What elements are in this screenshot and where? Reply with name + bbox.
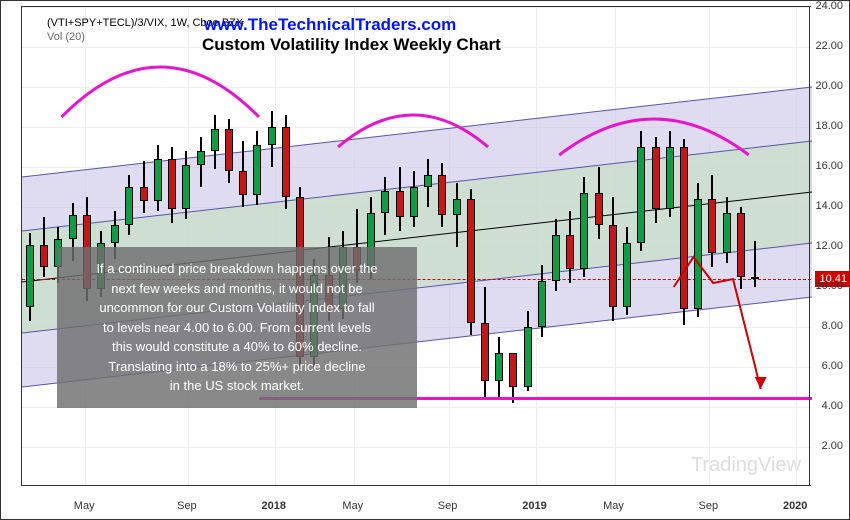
y-axis: 2.004.006.008.0010.0012.0014.0016.0018.0… — [809, 6, 849, 486]
volume-label: Vol (20) — [47, 31, 85, 43]
annotation-note: If a continued price breakdown happens o… — [57, 247, 417, 408]
plot-area[interactable]: TradingView (VTI+SPY+TECL)/3/VIX, 1W, Cb… — [21, 6, 811, 486]
x-axis: MaySep2018MaySep2019MaySep2020 — [21, 484, 811, 519]
chart-container[interactable]: TradingView (VTI+SPY+TECL)/3/VIX, 1W, Cb… — [0, 0, 850, 520]
chart-title: Custom Volatility Index Weekly Chart — [202, 35, 501, 55]
source-url[interactable]: www.TheTechnicalTraders.com — [204, 15, 456, 35]
